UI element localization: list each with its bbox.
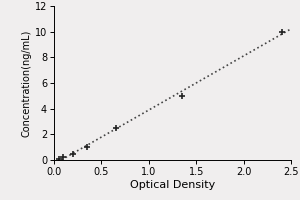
X-axis label: Optical Density: Optical Density: [130, 180, 215, 190]
Y-axis label: Concentration(ng/mL): Concentration(ng/mL): [22, 29, 32, 137]
